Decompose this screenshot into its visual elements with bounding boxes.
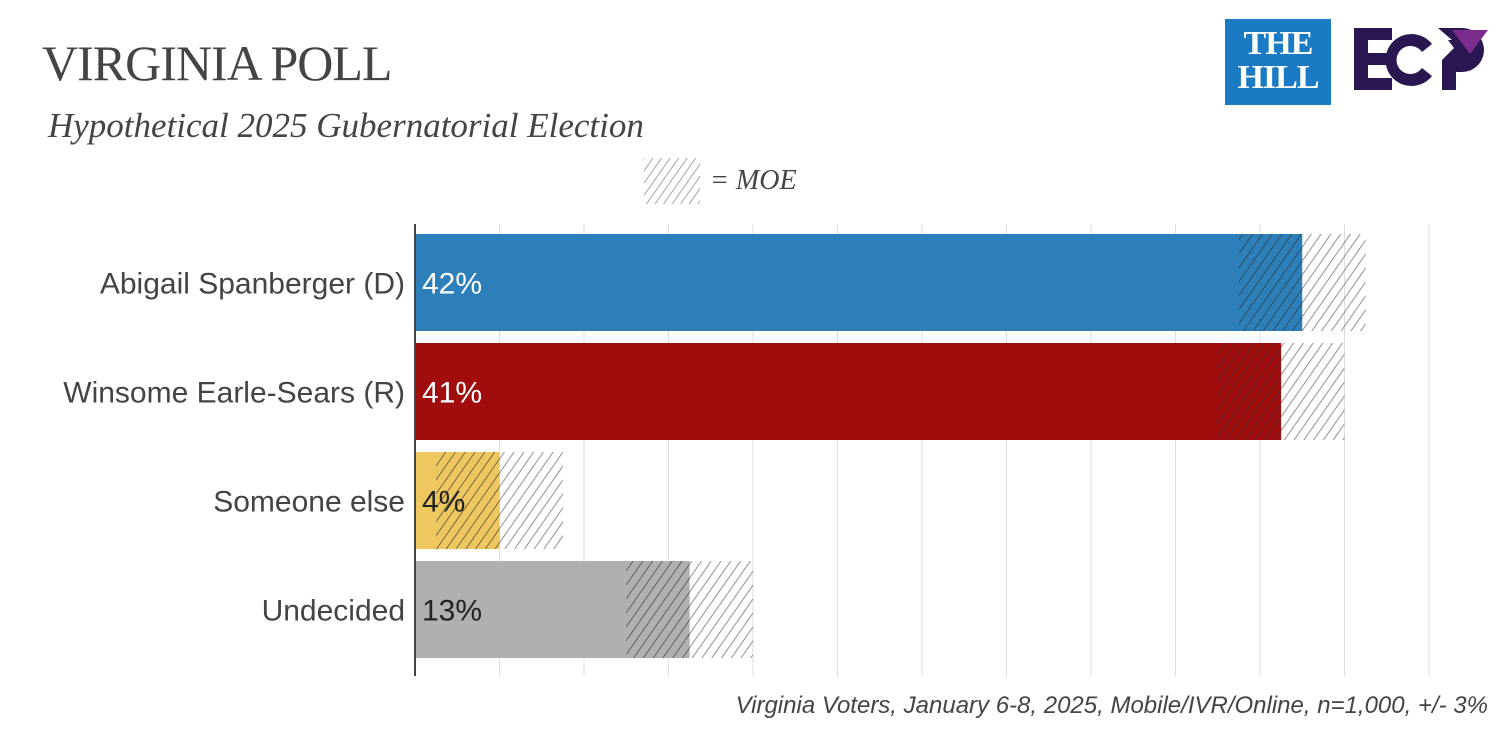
moe-band-inner xyxy=(626,561,690,658)
data-label: 42% xyxy=(422,268,482,301)
data-label: 4% xyxy=(422,486,465,519)
bar xyxy=(415,234,1303,331)
moe-band-inner xyxy=(436,452,500,549)
data-label: 13% xyxy=(422,595,482,628)
legend: = MOE xyxy=(644,158,797,204)
moe-band-outer xyxy=(689,561,753,658)
legend-label: = MOE xyxy=(710,165,797,196)
chart-subtitle: Hypothetical 2025 Gubernatorial Election xyxy=(48,106,644,145)
moe-band-outer xyxy=(499,452,563,549)
data-label: 41% xyxy=(422,377,482,410)
category-label: Undecided xyxy=(262,595,405,628)
moe-swatch-icon xyxy=(644,158,700,204)
moe-band-outer xyxy=(1281,343,1345,440)
moe-band-inner xyxy=(1217,343,1282,440)
the-hill-logo-line1: THE xyxy=(1243,25,1314,62)
chart-footnote: Virginia Voters, January 6-8, 2025, Mobi… xyxy=(735,692,1488,719)
ecp-logo xyxy=(1354,28,1488,90)
bar xyxy=(415,343,1282,440)
category-label: Winsome Earle-Sears (R) xyxy=(63,377,405,410)
the-hill-logo: THE HILL xyxy=(1225,19,1331,105)
chart-title: VIRGINIA POLL xyxy=(42,35,392,91)
moe-band-outer xyxy=(1302,234,1366,331)
category-label: Abigail Spanberger (D) xyxy=(100,268,405,301)
category-label: Someone else xyxy=(213,486,405,519)
the-hill-logo-line2: HILL xyxy=(1237,59,1319,96)
moe-band-inner xyxy=(1238,234,1303,331)
